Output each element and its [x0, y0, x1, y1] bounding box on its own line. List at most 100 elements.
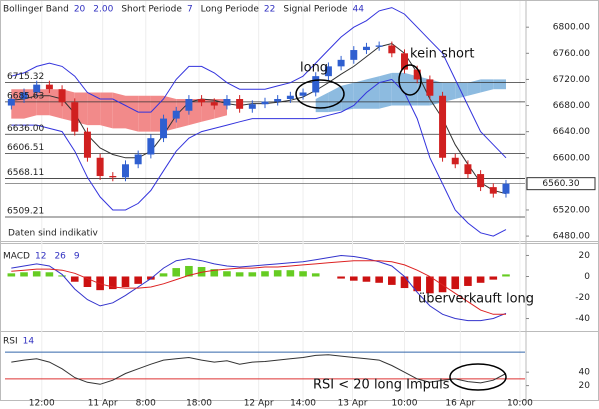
histogram-bar: [70, 276, 79, 282]
histogram-bar: [159, 273, 168, 277]
line: [11, 354, 507, 385]
line: [11, 260, 506, 315]
cloud: [138, 95, 151, 132]
level-label: 6568.11: [7, 168, 44, 178]
candle-body: [451, 157, 459, 165]
histogram-bar: [58, 275, 66, 277]
y-tick-label: 40: [579, 368, 591, 378]
header-value: 9: [74, 252, 80, 262]
candle-body: [375, 45, 383, 47]
header-value: 26: [54, 252, 66, 262]
histogram-bar: [476, 276, 485, 283]
histogram-bar: [210, 269, 219, 277]
cloud: [112, 92, 126, 129]
histogram-bar: [299, 271, 307, 277]
x-tick-label: 16 Apr: [445, 399, 475, 409]
y-tick-label: 6480.00: [553, 232, 590, 242]
cloud: [341, 82, 354, 111]
header-label: Bollinger Band: [3, 5, 69, 15]
histogram-bar: [83, 276, 92, 287]
x-tick-label: 12 Apr: [244, 399, 274, 409]
y-tick-label: 20: [579, 381, 591, 391]
line: [11, 7, 507, 159]
cloud: [125, 95, 139, 132]
line: [11, 254, 507, 322]
note: Daten sind indikativ: [8, 229, 99, 239]
annotation-layer: long kein short überverkauft long RSI < …: [3, 5, 596, 393]
candle-body: [426, 79, 434, 96]
candle-body: [261, 101, 269, 105]
cloud: [391, 72, 405, 106]
histogram-bar: [426, 276, 434, 294]
level-label: 6509.21: [7, 207, 44, 217]
level-label: 6636.00: [7, 124, 44, 134]
candle-body: [337, 59, 345, 67]
candle-body: [413, 69, 421, 80]
histogram-bar: [362, 276, 371, 282]
candle-body: [172, 110, 180, 119]
histogram-bar: [134, 276, 142, 284]
histogram-bar: [248, 272, 257, 277]
candle-body: [388, 45, 396, 54]
histogram-bar: [223, 271, 231, 277]
x-tick-label: 11 Apr: [88, 399, 118, 409]
x-tick-label: 13 Apr: [338, 399, 368, 409]
y-tick-label: 6760.00: [553, 49, 590, 59]
cloud: [379, 72, 392, 109]
candle-body: [401, 53, 408, 70]
line: [11, 78, 507, 237]
x-tick-label: 10:00: [507, 399, 533, 409]
header-value: 22: [264, 5, 275, 15]
header-value: 14: [23, 337, 35, 347]
header-value: 2.00: [93, 5, 113, 15]
annotation-ellipse: [398, 64, 422, 96]
candle-body: [134, 154, 142, 165]
y-tick-label: -20: [575, 293, 590, 303]
y-tick-label: 6720.00: [553, 75, 590, 85]
histogram-bar: [45, 272, 54, 277]
header-label: RSI: [3, 337, 18, 347]
annotation: kein short: [410, 47, 474, 62]
histogram-bar: [286, 270, 295, 277]
annotation-ellipse: [295, 79, 345, 109]
candle-body: [160, 118, 168, 139]
histogram-bar: [20, 272, 28, 277]
histogram-bar: [235, 272, 244, 277]
x-tick-label: 10:00: [392, 399, 418, 409]
histogram-bar: [337, 276, 345, 279]
header-label: MACD: [3, 252, 30, 262]
y-tick-label: 6600.00: [553, 153, 590, 163]
y-tick-label: 6800.00: [553, 23, 590, 33]
histogram-bar: [451, 276, 460, 290]
histogram-bar: [197, 267, 206, 277]
header-value: 12: [35, 252, 46, 262]
histogram-bar: [172, 268, 181, 277]
histogram-bar: [32, 271, 41, 277]
candle-body: [147, 138, 155, 155]
header-value: 44: [352, 5, 364, 15]
histogram-bar: [388, 276, 396, 285]
x-tick-label: 12:00: [29, 399, 55, 409]
level-label: 6606.51: [7, 143, 44, 153]
candle-body: [502, 183, 510, 194]
histogram-bar: [311, 273, 320, 277]
annotation-ellipse: [449, 363, 507, 391]
histogram-bar: [375, 276, 383, 283]
candle-body: [185, 99, 193, 111]
last-price-box: [526, 177, 596, 191]
last-price-label: 6560.30: [542, 179, 579, 189]
candle-body: [223, 99, 231, 106]
annotation: long: [300, 61, 328, 76]
cloud: [404, 72, 418, 106]
candle-body: [20, 92, 28, 99]
candle-body: [109, 176, 117, 178]
histogram-bar: [185, 265, 193, 277]
candle-body: [248, 104, 256, 109]
line: [11, 42, 507, 195]
histogram-bar: [489, 276, 498, 280]
y-tick-label: 20: [579, 251, 591, 261]
candle-body: [210, 102, 218, 106]
candle-body: [312, 76, 320, 93]
